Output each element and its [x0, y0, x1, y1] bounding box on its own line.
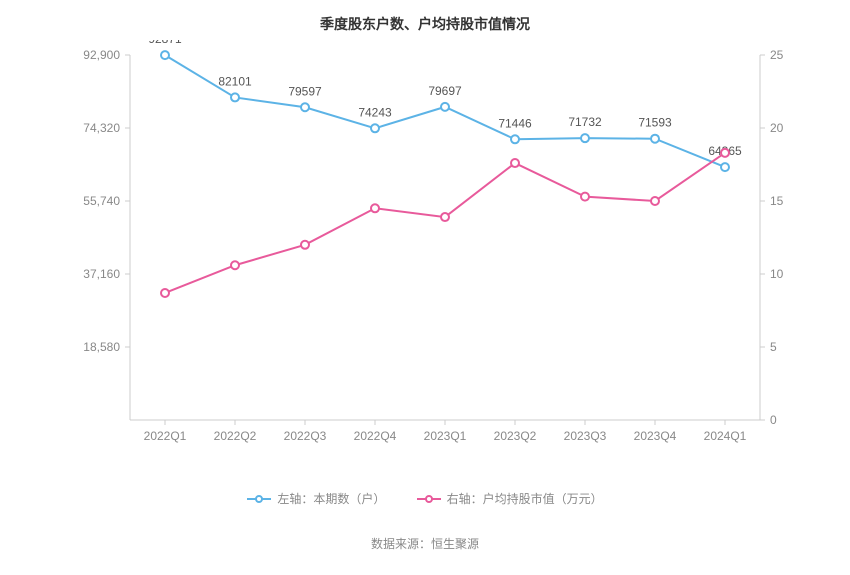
chart-legend: 左轴：本期数（户） 右轴：户均持股市值（万元） — [0, 490, 850, 508]
svg-text:2022Q1: 2022Q1 — [144, 429, 187, 443]
svg-text:2023Q2: 2023Q2 — [494, 429, 537, 443]
svg-text:10: 10 — [770, 267, 784, 281]
svg-text:71446: 71446 — [498, 116, 532, 130]
svg-text:18,580: 18,580 — [83, 340, 120, 354]
svg-text:2023Q3: 2023Q3 — [564, 429, 607, 443]
svg-text:55,740: 55,740 — [83, 194, 120, 208]
svg-text:79697: 79697 — [428, 84, 462, 98]
svg-text:74243: 74243 — [358, 105, 392, 119]
chart-container: 季度股东户数、户均持股市值情况 18,580 37,160 55,740 74,320… — [0, 0, 850, 575]
svg-text:79597: 79597 — [288, 84, 322, 98]
svg-text:2022Q3: 2022Q3 — [284, 429, 327, 443]
chart-title: 季度股东户数、户均持股市值情况 — [0, 0, 850, 34]
chart-plot: 18,580 37,160 55,740 74,320 92,900 0 5 10 15 20 25… — [0, 40, 850, 470]
svg-text:15: 15 — [770, 194, 784, 208]
svg-text:74,320: 74,320 — [83, 121, 120, 135]
svg-text:0: 0 — [770, 413, 777, 427]
svg-text:20: 20 — [770, 121, 784, 135]
svg-text:82101: 82101 — [218, 74, 252, 88]
svg-text:71593: 71593 — [638, 116, 672, 130]
svg-text:92,900: 92,900 — [83, 48, 120, 62]
legend-item-avg-market-value: 右轴：户均持股市值（万元） — [417, 490, 603, 507]
svg-text:2024Q1: 2024Q1 — [704, 429, 747, 443]
legend-label-avg-market-value: 右轴：户均持股市值（万元） — [447, 490, 603, 507]
legend-marker-shareholders — [247, 493, 271, 505]
svg-text:5: 5 — [770, 340, 777, 354]
svg-text:2022Q4: 2022Q4 — [354, 429, 397, 443]
svg-text:2022Q2: 2022Q2 — [214, 429, 257, 443]
legend-label-shareholders: 左轴：本期数（户） — [277, 490, 385, 507]
svg-text:92871: 92871 — [148, 40, 182, 46]
svg-text:71732: 71732 — [568, 115, 602, 129]
svg-text:2023Q1: 2023Q1 — [424, 429, 467, 443]
svg-text:25: 25 — [770, 48, 784, 62]
svg-text:2023Q4: 2023Q4 — [634, 429, 677, 443]
legend-item-shareholders: 左轴：本期数（户） — [247, 490, 385, 507]
legend-marker-avg-market-value — [417, 493, 441, 505]
data-source-label: 数据来源：恒生聚源 — [0, 535, 850, 552]
svg-text:37,160: 37,160 — [83, 267, 120, 281]
